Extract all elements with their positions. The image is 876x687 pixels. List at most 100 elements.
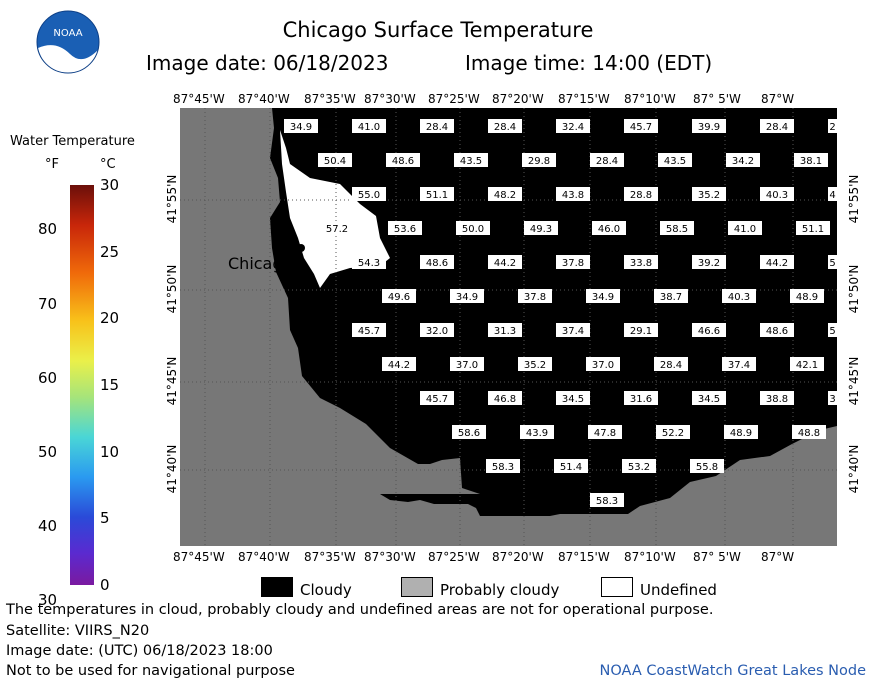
temperature-value: 48.9: [730, 428, 752, 439]
temperature-box: [284, 119, 318, 133]
temperature-value: 28.4: [494, 122, 516, 133]
temperature-value: 29.1: [630, 326, 652, 337]
temperature-value: 51.1: [426, 190, 448, 201]
temperature-value: 51.1: [802, 224, 824, 235]
temperature-box: [450, 357, 484, 371]
temperature-box: [520, 425, 554, 439]
temperature-box: [420, 119, 454, 133]
temperature-value: 5: [829, 326, 835, 337]
temperature-value: 37.0: [592, 360, 614, 371]
temperature-value: 28.8: [630, 190, 652, 201]
temperature-box: [420, 255, 454, 269]
legend-probably-cloudy-swatch: [401, 577, 433, 597]
lon-label: 87°30'W: [364, 550, 416, 564]
temperature-value: 43.8: [562, 190, 584, 201]
temperature-value: 49.3: [530, 224, 552, 235]
temperature-value: 53.6: [394, 224, 416, 235]
temperature-box: [658, 153, 692, 167]
temperature-box: [654, 357, 688, 371]
temperature-box: [320, 221, 354, 235]
temperature-box: [726, 153, 760, 167]
temperature-value: 57.2: [326, 224, 348, 235]
lat-label: 41°55'N: [847, 174, 861, 224]
temperature-box: [488, 391, 522, 405]
legend-cloudy-swatch: [261, 577, 293, 597]
celsius-tick: 0: [100, 576, 110, 594]
city-label: Chicago: [228, 254, 292, 273]
legend-undefined-label: Undefined: [640, 581, 717, 599]
temperature-value: 28.4: [426, 122, 448, 133]
undefined-area: [280, 130, 390, 288]
temperature-value: 53.2: [628, 462, 650, 473]
temperature-value: 35.2: [524, 360, 546, 371]
celsius-tick: 25: [100, 242, 120, 261]
temperature-box: [450, 289, 484, 303]
legend-probably-cloudy-label: Probably cloudy: [440, 581, 560, 599]
temperature-box: [388, 221, 422, 235]
lon-label: 87°15'W: [558, 92, 610, 106]
temperature-box: [386, 153, 420, 167]
temperature-box: [692, 119, 726, 133]
temperature-value: 39.2: [698, 258, 720, 269]
page-title: Chicago Surface Temperature: [282, 18, 594, 42]
lat-label: 41°50'N: [165, 264, 179, 314]
temperature-value: 58.6: [458, 428, 480, 439]
temperature-value: 37.0: [456, 360, 478, 371]
temperature-value: 34.9: [290, 122, 312, 133]
temperature-value: 39.9: [698, 122, 720, 133]
temperature-value: 41.0: [734, 224, 756, 235]
fahrenheit-tick: 40: [38, 516, 58, 535]
temperature-box: [318, 153, 352, 167]
temperature-box: [588, 425, 622, 439]
temperature-box: [692, 255, 726, 269]
temperature-value: 37.8: [562, 258, 584, 269]
temperature-value: 48.9: [796, 292, 818, 303]
temperature-value: 48.6: [392, 156, 414, 167]
temperature-box: [556, 323, 590, 337]
celsius-tick: 5: [100, 509, 110, 528]
temperature-value: 43.5: [664, 156, 686, 167]
temperature-value: 58.5: [666, 224, 688, 235]
fahrenheit-tick: 60: [38, 368, 58, 387]
temperature-value: 34.5: [562, 394, 584, 405]
temperature-box: [828, 391, 837, 405]
celsius-tick: 10: [100, 442, 120, 461]
temperature-value: 37.4: [562, 326, 584, 337]
temperature-value: 55.0: [358, 190, 380, 201]
temperature-box: [760, 255, 794, 269]
temperature-box: [828, 187, 837, 201]
temperature-box: [352, 187, 386, 201]
lon-label: 87°10'W: [624, 92, 676, 106]
temperature-value: 2: [829, 122, 835, 133]
lon-label: 87°W: [761, 92, 795, 106]
temperature-value: 48.2: [494, 190, 516, 201]
temperature-box: [420, 391, 454, 405]
cloud-area: [270, 108, 837, 516]
temperature-box: [692, 187, 726, 201]
temperature-box: [522, 153, 556, 167]
lon-label: 87°40'W: [238, 550, 290, 564]
temperature-box: [656, 425, 690, 439]
temperature-map: 34.9 41.0 28.4 28.4 32.4 45.7 39.9 28.4 2 50.4 48.…: [180, 108, 837, 546]
temperature-box: [624, 187, 658, 201]
temperature-value: 50.0: [462, 224, 484, 235]
temperature-value: 38.1: [800, 156, 822, 167]
temperature-value: 29.8: [528, 156, 550, 167]
lat-label: 41°50'N: [847, 264, 861, 314]
celsius-tick: 30: [100, 176, 120, 194]
temperature-box: [624, 323, 658, 337]
temperature-value: 46.0: [598, 224, 620, 235]
temperature-value: 43.5: [460, 156, 482, 167]
temperature-box: [488, 187, 522, 201]
legend-undefined-swatch: [601, 577, 633, 597]
temperature-value: 43.9: [526, 428, 548, 439]
temperature-value: 46.8: [494, 394, 516, 405]
temperature-box: [692, 391, 726, 405]
temperature-box: [592, 221, 626, 235]
fahrenheit-tick: 50: [38, 442, 58, 461]
temperature-value: 38.8: [766, 394, 788, 405]
lon-label: 87°40'W: [238, 92, 290, 106]
temperature-value: 48.8: [798, 428, 820, 439]
temperature-value: 49.6: [388, 292, 410, 303]
lon-label: 87°25'W: [428, 550, 480, 564]
